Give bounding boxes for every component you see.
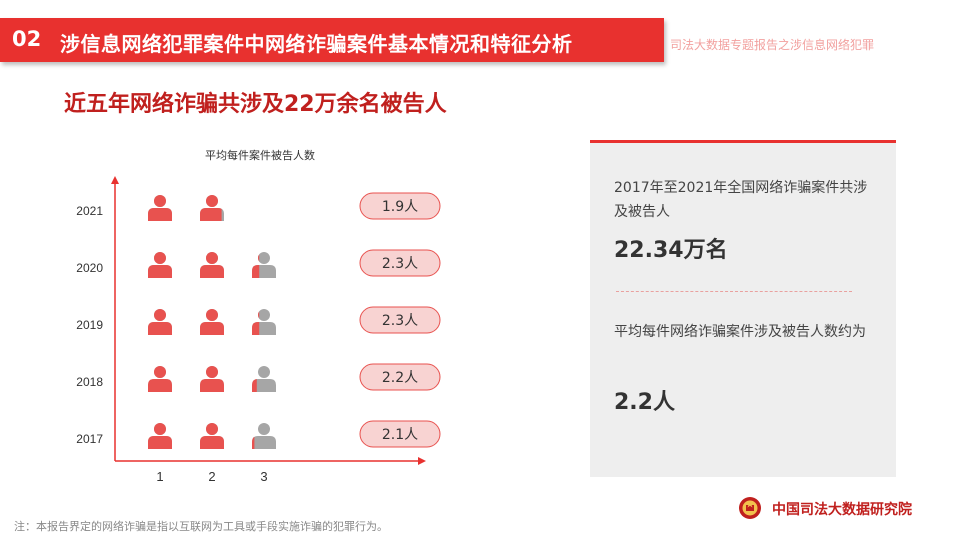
person-icon-filled-head xyxy=(154,252,166,264)
person-icon-empty-head xyxy=(258,252,270,264)
total-defendants-label: 2017年至2021年全国网络诈骗案件共涉及被告人 xyxy=(614,180,868,220)
person-icon-filled-head xyxy=(154,423,166,435)
person-icon-filled-body xyxy=(252,436,255,449)
person-icon-filled-head xyxy=(206,309,218,321)
person-icon-filled-body xyxy=(148,208,172,221)
person-icon-filled-head xyxy=(206,423,218,435)
y-axis-arrow xyxy=(111,176,119,184)
person-icon-filled-body xyxy=(200,436,224,449)
person-icon-filled-body xyxy=(200,208,222,221)
person-icon-filled-body xyxy=(200,379,224,392)
person-icon-filled-body xyxy=(148,379,172,392)
value-label: 2.1人 xyxy=(382,427,418,443)
year-label: 2018 xyxy=(76,375,103,389)
x-axis-arrow xyxy=(418,457,426,465)
organization-name: 中国司法大数据研究院 xyxy=(772,502,912,518)
person-icon-filled-body xyxy=(200,322,224,335)
person-icon-filled-body xyxy=(252,379,257,392)
person-icon-filled-body xyxy=(252,322,260,335)
value-pill xyxy=(359,249,441,277)
court-emblem-icon xyxy=(739,497,761,519)
section-number: 02 xyxy=(12,27,42,51)
year-label: 2020 xyxy=(76,261,103,275)
panel-divider xyxy=(616,291,852,292)
x-tick-label: 2 xyxy=(208,469,215,484)
person-icon-empty-head xyxy=(258,309,270,321)
section-title-bar: 02 涉信息网络犯罪案件中网络诈骗案件基本情况和特征分析 xyxy=(0,18,664,62)
person-icon-empty-body xyxy=(252,436,276,449)
x-tick-label: 3 xyxy=(260,469,267,484)
value-pill xyxy=(359,306,441,334)
person-icon-filled-body xyxy=(148,322,172,335)
person-icon-filled-head xyxy=(206,252,218,264)
person-icon-filled-body xyxy=(252,265,260,278)
year-label: 2019 xyxy=(76,318,103,332)
person-icon-filled-head xyxy=(258,254,260,262)
person-icon-filled-body xyxy=(148,436,172,449)
person-icon-filled-body xyxy=(148,265,172,278)
year-label: 2021 xyxy=(76,204,103,218)
person-icon-filled-head xyxy=(154,366,166,378)
person-icon-empty-body xyxy=(252,379,276,392)
footnote: 注：本报告界定的网络诈骗是指以互联网为工具或手段实施诈骗的犯罪行为。 xyxy=(14,520,388,533)
panel-accent-line xyxy=(590,140,896,143)
person-icon-filled-head xyxy=(206,195,218,207)
total-defendants-value: 22.34万名 xyxy=(614,238,728,263)
value-label: 1.9人 xyxy=(382,199,418,215)
value-label: 2.3人 xyxy=(382,313,418,329)
year-label: 2017 xyxy=(76,432,103,446)
person-icon-empty-head xyxy=(258,366,270,378)
value-pill xyxy=(359,363,441,391)
summary-panel: 2017年至2021年全国网络诈骗案件共涉及被告人 22.34万名 平均每件网络… xyxy=(590,140,896,477)
pictogram-chart: 1 2 3 2021 1.9人 2020 2.3人 2019 2.3人 2018 2.2人 2017 2… xyxy=(76,176,441,484)
average-defendants-value: 2.2人 xyxy=(614,390,675,415)
x-tick-label: 1 xyxy=(156,469,163,484)
person-icon-filled-body xyxy=(200,265,224,278)
chart-title: 平均每件案件被告人数 xyxy=(205,149,315,162)
person-icon-empty-head xyxy=(258,423,270,435)
section-title: 涉信息网络犯罪案件中网络诈骗案件基本情况和特征分析 xyxy=(60,32,573,56)
person-icon-filled-head xyxy=(206,366,218,378)
report-subtitle: 司法大数据专题报告之涉信息网络犯罪 xyxy=(670,38,875,52)
value-pill xyxy=(359,192,441,220)
person-icon-filled-head xyxy=(154,195,166,207)
value-label: 2.3人 xyxy=(382,256,418,272)
average-defendants-label: 平均每件网络诈骗案件涉及被告人数约为 xyxy=(614,324,866,340)
value-label: 2.2人 xyxy=(382,370,418,386)
person-icon-filled-head xyxy=(154,309,166,321)
slide-headline: 近五年网络诈骗共涉及22万余名被告人 xyxy=(64,92,447,117)
person-icon-filled-head xyxy=(258,311,260,319)
value-pill xyxy=(359,420,441,448)
